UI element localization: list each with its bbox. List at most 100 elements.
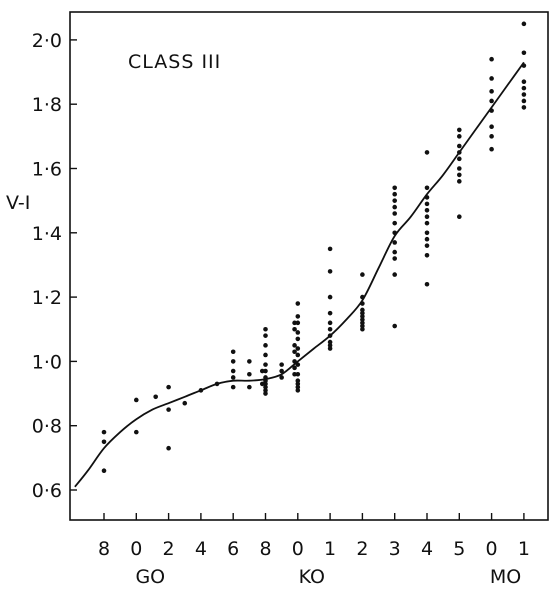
- data-point: [247, 384, 252, 390]
- x-tick-label: 4: [195, 538, 207, 560]
- data-point: [360, 323, 365, 329]
- x-tick-label: 4: [421, 538, 433, 560]
- data-point: [457, 156, 462, 162]
- spectral-group-label: MO: [490, 566, 521, 588]
- data-point: [392, 185, 398, 191]
- x-tick-label: 0: [130, 538, 142, 560]
- data-point: [295, 371, 301, 377]
- data-point: [327, 246, 333, 252]
- data-point: [230, 359, 236, 364]
- class-annotation: CLASS III: [128, 51, 221, 73]
- data-point: [360, 310, 365, 316]
- data-point: [259, 368, 265, 374]
- data-point: [360, 320, 365, 326]
- data-point: [424, 150, 430, 155]
- data-point: [295, 378, 301, 383]
- data-point: [263, 388, 268, 393]
- y-axis-label: V-I: [6, 192, 30, 214]
- y-tick-label: 1·8: [32, 94, 62, 116]
- data-point: [424, 207, 430, 213]
- data-point: [101, 439, 107, 445]
- data-point: [424, 214, 430, 220]
- y-tick-label: 1·0: [32, 351, 62, 373]
- data-point: [292, 326, 297, 332]
- data-point: [263, 391, 268, 396]
- data-point: [153, 394, 158, 400]
- data-point: [392, 191, 398, 197]
- data-point: [392, 211, 398, 216]
- data-point: [327, 269, 333, 274]
- data-point: [424, 253, 430, 258]
- data-point: [295, 301, 301, 306]
- data-point: [279, 375, 284, 380]
- data-point: [457, 214, 462, 220]
- data-point: [295, 352, 301, 358]
- y-tick-label: 2·0: [32, 30, 62, 52]
- data-point: [263, 368, 268, 374]
- data-point: [295, 330, 301, 335]
- data-point: [295, 381, 301, 387]
- x-tick-label: 2: [163, 538, 175, 560]
- data-point: [392, 323, 398, 329]
- data-point: [424, 243, 430, 248]
- y-axis-ticks: 0·6 0·8 1·0 1·2 1·4 1·6 1·8 2·0: [32, 30, 77, 502]
- data-point: [457, 134, 462, 139]
- data-point: [259, 381, 265, 387]
- data-point: [295, 320, 301, 326]
- data-point: [521, 79, 527, 84]
- data-point: [263, 343, 268, 348]
- y-tick-label: 0·6: [32, 480, 62, 502]
- x-tick-label: 0: [292, 538, 304, 560]
- data-point: [292, 343, 297, 348]
- data-point: [489, 56, 494, 62]
- data-point: [392, 240, 398, 245]
- data-point: [457, 143, 462, 149]
- data-point: [489, 124, 494, 130]
- data-point: [295, 346, 301, 351]
- data-point: [327, 326, 333, 332]
- data-point: [166, 384, 171, 390]
- data-point: [263, 362, 268, 367]
- data-point: [521, 85, 527, 91]
- x-tick-label: 5: [453, 538, 465, 560]
- mean-relation-curve: [74, 61, 525, 488]
- data-point: [360, 307, 365, 313]
- data-point: [292, 349, 297, 355]
- data-point: [134, 397, 139, 403]
- data-point: [392, 220, 398, 226]
- data-point: [292, 371, 297, 377]
- data-point: [392, 272, 398, 277]
- x-tick-label: 1: [518, 538, 530, 560]
- data-point: [489, 89, 494, 94]
- data-point: [230, 375, 236, 380]
- data-point: [166, 407, 171, 412]
- data-point: [360, 272, 365, 277]
- data-points: [101, 21, 527, 474]
- x-tick-label: 6: [227, 538, 239, 560]
- data-point: [327, 294, 333, 300]
- x-tick-label: 2: [356, 538, 368, 560]
- y-tick-label: 1·4: [32, 223, 62, 245]
- data-point: [263, 352, 268, 358]
- data-point: [295, 336, 301, 342]
- data-point: [279, 362, 284, 367]
- data-point: [360, 314, 365, 319]
- data-point: [489, 98, 494, 104]
- data-point: [521, 92, 527, 97]
- x-tick-label: 0: [486, 538, 498, 560]
- data-point: [392, 249, 398, 255]
- y-tick-label: 1·2: [32, 287, 62, 309]
- x-tick-label: 1: [324, 538, 336, 560]
- data-point: [327, 339, 333, 345]
- data-point: [327, 320, 333, 326]
- data-point: [327, 346, 333, 351]
- data-point: [392, 198, 398, 203]
- data-point: [295, 384, 301, 390]
- data-point: [521, 21, 527, 27]
- data-point: [521, 50, 527, 56]
- plot-frame: [69, 11, 549, 521]
- data-point: [166, 445, 171, 451]
- data-point: [424, 281, 430, 287]
- data-point: [182, 400, 188, 406]
- data-point: [101, 429, 107, 435]
